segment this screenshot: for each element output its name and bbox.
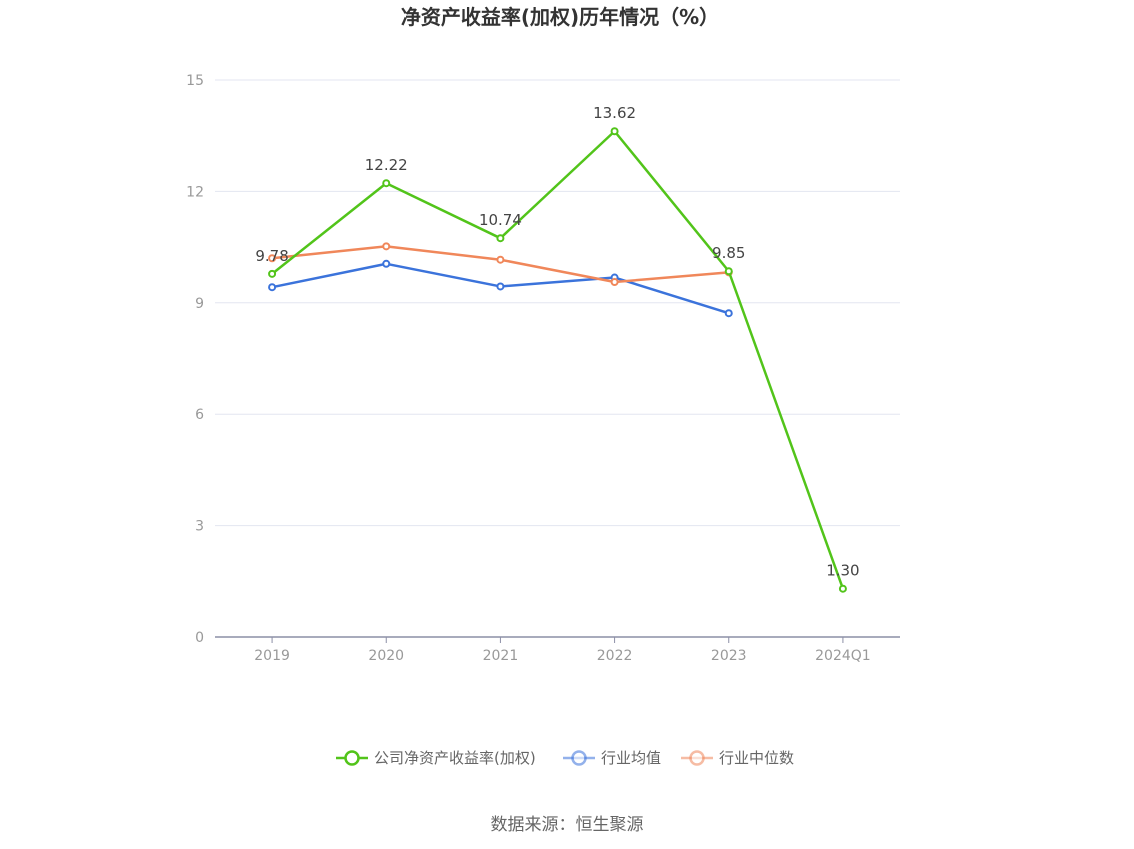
- data-point: [496, 282, 505, 291]
- series-line-2: [271, 245, 729, 284]
- y-tick-label: 12: [186, 184, 204, 200]
- series-line-0: [271, 129, 845, 590]
- data-point: [268, 254, 277, 263]
- data-point: [724, 309, 733, 318]
- data-point: [268, 269, 277, 278]
- legend: 公司净资产收益率(加权) 行业均值 行业中位数: [336, 749, 794, 767]
- legend-marker: [571, 750, 587, 766]
- y-tick-label: 6: [195, 407, 204, 423]
- gridlines: [215, 79, 900, 527]
- x-tick-label: 2024Q1: [815, 648, 871, 664]
- y-tick-label: 3: [195, 519, 204, 535]
- legend-label: 行业中位数: [719, 749, 794, 767]
- data-point: [610, 278, 619, 287]
- x-tick-label: 2020: [368, 648, 404, 664]
- data-point: [382, 179, 391, 188]
- x-axis-ticks: 2019 2020 2021 2022 2023 2024Q1: [254, 648, 870, 664]
- source-note: 数据来源：恒生聚源: [491, 815, 644, 835]
- series-lines: [268, 127, 847, 593]
- data-point: [496, 234, 505, 243]
- chart-title: 净资产收益率(加权)历年情况（%）: [401, 5, 719, 29]
- data-point: [838, 584, 847, 593]
- data-label: 9.85: [712, 244, 745, 262]
- legend-label: 公司净资产收益率(加权): [374, 749, 536, 767]
- legend-marker: [689, 750, 705, 766]
- data-label: 10.74: [479, 211, 522, 229]
- x-tick-label: 2023: [711, 648, 747, 664]
- x-tick-label: 2021: [483, 648, 519, 664]
- data-point: [496, 255, 505, 264]
- data-point: [610, 127, 619, 136]
- data-point: [382, 242, 391, 251]
- x-axis: [215, 636, 900, 643]
- x-tick-label: 2019: [254, 648, 290, 664]
- data-point: [268, 283, 277, 292]
- y-tick-label: 0: [195, 630, 204, 646]
- legend-label: 行业均值: [601, 749, 661, 767]
- y-tick-label: 15: [186, 73, 204, 89]
- x-tick-label: 2022: [597, 648, 633, 664]
- data-labels: 9.78 12.22 10.74 13.62 9.85 1.30: [255, 104, 859, 579]
- legend-marker: [344, 750, 360, 766]
- data-label: 12.22: [365, 156, 408, 174]
- data-label: 13.62: [593, 104, 636, 122]
- data-label: 9.78: [255, 247, 288, 265]
- data-point: [724, 267, 733, 276]
- data-label: 1.30: [826, 562, 859, 580]
- data-point: [382, 259, 391, 268]
- y-axis-ticks: 0 3 6 9 12 15: [186, 73, 204, 646]
- y-tick-label: 9: [195, 296, 204, 312]
